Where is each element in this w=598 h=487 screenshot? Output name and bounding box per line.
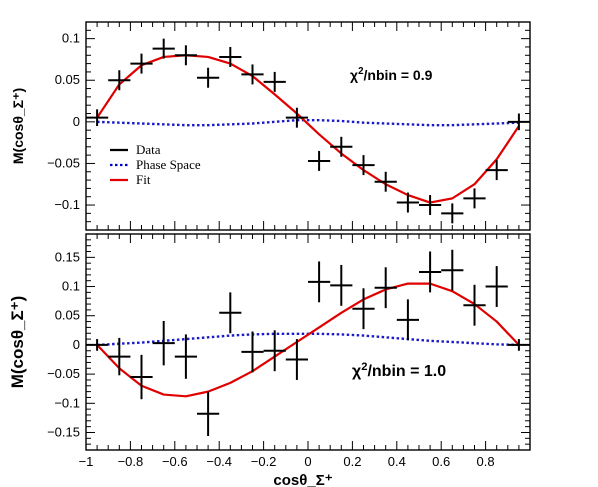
legend-entry: Fit <box>110 172 151 187</box>
data-point <box>419 251 442 293</box>
chi2-symbol: χ <box>352 363 362 380</box>
data-point <box>285 339 308 380</box>
data-point <box>108 70 131 91</box>
data-point <box>352 288 375 330</box>
chi2-symbol: χ <box>350 67 358 83</box>
y-tick-label: −0.1 <box>54 395 80 410</box>
chi2-exponent: 2 <box>361 361 367 373</box>
data-point <box>308 261 331 303</box>
top-panel: 0.1 0.05 0 −0.05 −0.1 M(cosθ_Σ⁺) χ2/nbin = 0.9… <box>10 21 531 231</box>
x-tick-label: −0.6 <box>162 454 188 469</box>
x-tick-label: 0.6 <box>432 454 450 469</box>
data-point <box>441 249 464 291</box>
y-tick-label: −0.1 <box>54 197 80 212</box>
data-point <box>241 331 264 373</box>
data-point <box>352 155 375 176</box>
chi2-exponent: 2 <box>358 66 364 77</box>
data-point <box>396 299 419 341</box>
chi2-text: /nbin = 0.9 <box>364 67 433 83</box>
data-point <box>174 334 197 379</box>
x-tick-label: 0 <box>304 454 311 469</box>
y-tick-label: 0.1 <box>62 31 80 46</box>
y-tick-label: −0.05 <box>47 366 80 381</box>
data-point <box>285 107 308 128</box>
legend-entry: Data <box>110 142 161 157</box>
y-tick-label: 0.1 <box>62 279 80 294</box>
data-point <box>463 188 486 209</box>
y-tick-label: 0 <box>73 337 80 352</box>
bottom-panel: 0.15 0.1 0.05 0 −0.05 −0.1 −0.15 −1 −0.8 −0.6 −0.4… <box>8 233 531 487</box>
data-point <box>463 284 486 326</box>
x-tick-label: −0.4 <box>206 454 232 469</box>
data-point <box>174 45 197 66</box>
data-point <box>108 337 131 376</box>
data-point <box>152 38 175 59</box>
legend-label: Data <box>136 142 161 157</box>
data-point <box>441 203 464 224</box>
x-tick-label: 0.8 <box>477 454 495 469</box>
phase-space-curve <box>97 118 519 127</box>
y-axis-title: M(cosθ_Σ⁺) <box>8 296 27 389</box>
data-point <box>485 266 508 307</box>
y-tick-label: 0.05 <box>55 308 80 323</box>
data-point <box>130 354 153 400</box>
data-point <box>330 136 353 157</box>
data-point <box>241 64 264 85</box>
data-point <box>130 53 153 74</box>
data-point <box>219 292 242 334</box>
chi2-text: /nbin = 1.0 <box>367 363 446 380</box>
data-point <box>308 150 331 171</box>
y-tick-label: −0.05 <box>47 155 80 170</box>
data-point <box>86 339 109 351</box>
y-axis-title: M(cosθ_Σ⁺) <box>10 88 26 164</box>
data-point <box>263 71 286 92</box>
data-point <box>396 192 419 213</box>
data-point <box>330 264 353 306</box>
x-tick-label: −1 <box>79 454 94 469</box>
data-point <box>219 46 242 67</box>
data-point <box>485 160 508 181</box>
data-point <box>419 195 442 216</box>
legend-label: Fit <box>136 172 151 187</box>
y-tick-label: 0 <box>73 114 80 129</box>
x-tick-label: −0.2 <box>251 454 277 469</box>
x-tick-label: −0.8 <box>118 454 144 469</box>
data-point <box>86 109 109 126</box>
data-point <box>507 113 530 131</box>
y-tick-label: 0.05 <box>55 72 80 87</box>
fit-curve <box>96 282 520 398</box>
x-tick-label: 0.2 <box>343 454 361 469</box>
data-point <box>374 171 397 192</box>
legend-label: Phase Space <box>136 157 201 172</box>
x-axis-title: cosθ_Σ⁺ <box>273 472 332 487</box>
data-point <box>197 391 220 436</box>
y-tick-label: 0.15 <box>55 249 80 264</box>
data-point <box>152 320 175 366</box>
data-point <box>374 267 397 309</box>
chi2-annotation: χ2/nbin = 0.9 <box>350 66 433 83</box>
fit-curve <box>96 54 520 204</box>
data-point <box>263 330 286 372</box>
data-point <box>197 67 220 88</box>
y-tick-label: −0.15 <box>47 424 80 439</box>
data-point <box>507 339 530 351</box>
chi2-annotation: χ2/nbin = 1.0 <box>352 361 446 380</box>
x-tick-label: 0.4 <box>388 454 406 469</box>
legend-entry: Phase Space <box>110 157 201 172</box>
